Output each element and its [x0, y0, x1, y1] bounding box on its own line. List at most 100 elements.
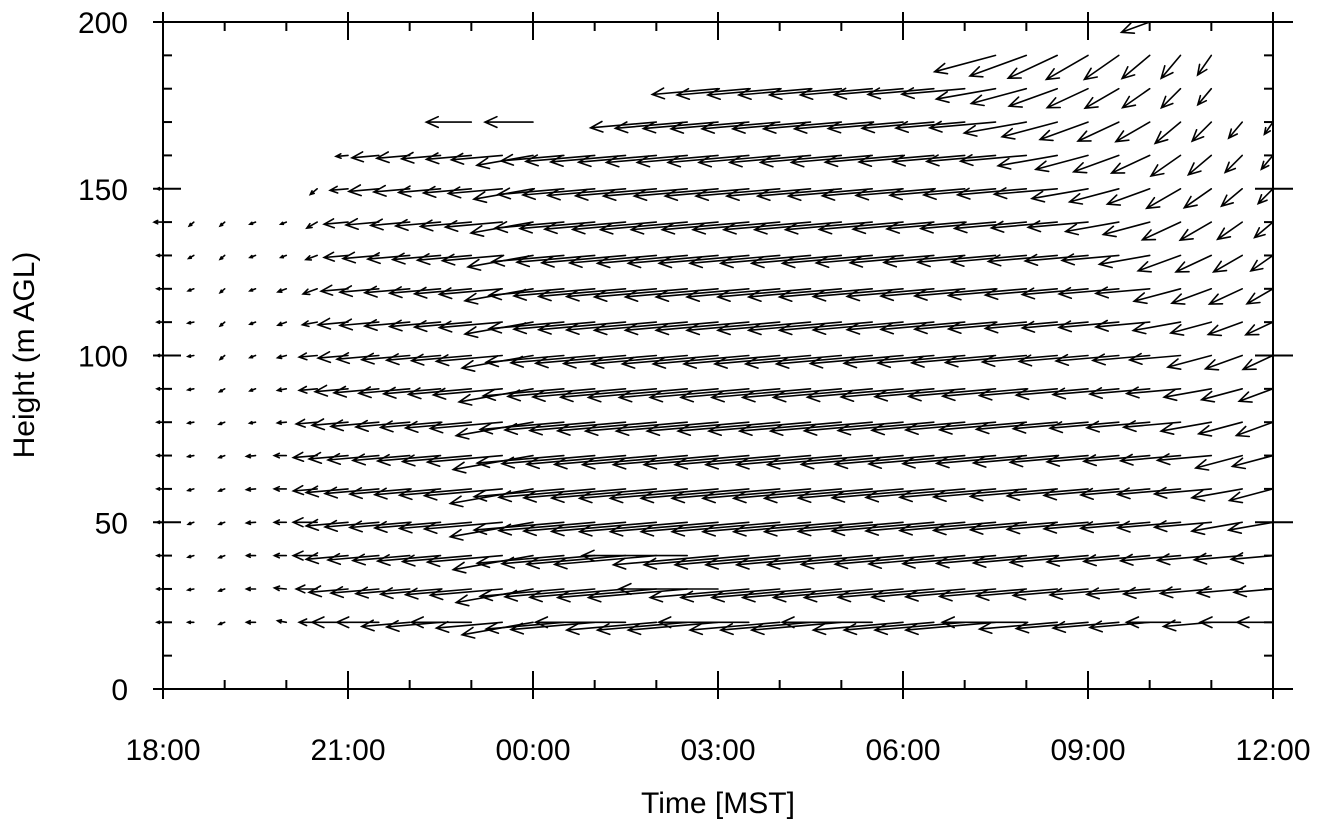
wind-vector — [545, 188, 627, 201]
x-tick-label: 06:00 — [865, 734, 940, 767]
wind-vector — [564, 321, 658, 335]
wind-vector — [1152, 520, 1213, 533]
wind-vector — [796, 488, 904, 504]
wind-vector — [536, 321, 627, 335]
wind-vector — [344, 217, 380, 230]
wind-vector — [670, 521, 781, 537]
wind-vector — [811, 288, 904, 302]
wind-vector — [186, 488, 195, 492]
wind-vector — [1193, 454, 1243, 471]
wind-vector — [1023, 253, 1089, 266]
wind-vector — [186, 554, 195, 559]
wind-vector — [1207, 288, 1243, 305]
wind-vector — [372, 520, 442, 533]
wind-vector — [635, 154, 719, 168]
wind-vector — [548, 154, 627, 167]
x-tick-label: 18:00 — [125, 734, 200, 767]
wind-vector — [362, 285, 411, 298]
wind-vector — [586, 588, 688, 603]
wind-vector — [1121, 420, 1182, 433]
wind-vector — [1260, 154, 1274, 171]
wind-vector — [217, 554, 226, 559]
wind-vector — [903, 588, 997, 602]
wind-vector — [762, 488, 873, 504]
wind-vector — [989, 220, 1058, 233]
wind-vector — [539, 254, 627, 268]
wind-vector — [734, 454, 843, 470]
wind-vector — [737, 421, 843, 437]
wind-vector — [217, 521, 226, 526]
wind-vector — [1227, 488, 1274, 504]
wind-vector — [694, 188, 781, 202]
wind-vector — [276, 288, 288, 293]
wind-vector — [576, 154, 658, 168]
wind-vector — [620, 354, 719, 369]
wind-vector — [387, 286, 442, 299]
wind-vector — [1020, 287, 1089, 300]
wind-vector — [1144, 188, 1182, 210]
wind-vector — [903, 421, 997, 436]
wind-vector — [648, 388, 750, 403]
wind-vector — [244, 486, 257, 492]
wind-vector — [709, 388, 812, 403]
wind-vector — [931, 521, 1028, 536]
wind-vector — [700, 521, 812, 537]
wind-vector — [483, 115, 534, 129]
wind-vector — [353, 586, 411, 599]
wind-vector — [1120, 87, 1151, 109]
wind-vector — [497, 488, 596, 503]
wind-vector — [799, 554, 904, 570]
wind-vector — [934, 454, 1028, 469]
wind-vector — [777, 288, 873, 302]
wind-vector — [478, 421, 565, 435]
wind-vector — [583, 421, 688, 437]
wind-vector — [1118, 553, 1182, 566]
wind-vector — [275, 387, 288, 393]
wind-vector — [185, 320, 195, 325]
wind-vector — [817, 221, 904, 235]
wind-vector — [1076, 121, 1120, 142]
wind-vector — [185, 420, 195, 425]
wind-vector — [864, 521, 966, 536]
wind-vector — [648, 588, 750, 603]
wind-vector — [1196, 421, 1243, 437]
wind-vector — [888, 188, 966, 201]
wind-vector — [217, 454, 226, 459]
wind-vector — [185, 620, 195, 625]
wind-vector — [275, 354, 288, 360]
wind-vector — [297, 352, 318, 361]
wind-vector — [802, 588, 904, 603]
wind-vector — [709, 588, 812, 603]
wind-vector — [244, 619, 257, 625]
wind-vector — [1084, 587, 1151, 600]
x-axis-title: Time [MST] — [641, 787, 795, 820]
wind-vector — [1048, 421, 1120, 434]
wind-vector — [1044, 54, 1089, 81]
x-tick-label: 03:00 — [680, 734, 755, 767]
wind-vector — [218, 354, 226, 361]
wind-vector — [443, 220, 503, 233]
y-tick-label: 50 — [95, 507, 128, 540]
wind-vector — [310, 418, 349, 431]
wind-vector — [1223, 154, 1243, 174]
wind-vector — [1178, 221, 1213, 242]
wind-vector — [552, 554, 658, 570]
wind-vector — [703, 454, 812, 470]
wind-vector — [527, 421, 627, 436]
wind-vector — [1008, 454, 1089, 468]
wind-vector — [272, 452, 288, 459]
vector-field — [152, 21, 1274, 639]
wind-vector — [870, 421, 966, 436]
wind-vector — [715, 321, 812, 336]
wind-vector — [1114, 121, 1151, 143]
wind-vector — [512, 288, 596, 301]
wind-vector — [328, 185, 349, 194]
wind-vector — [626, 621, 719, 636]
wind-vector — [478, 588, 565, 602]
wind-vector — [697, 154, 781, 168]
wind-vector — [802, 421, 904, 436]
wind-vector — [1192, 552, 1243, 565]
wind-vector — [536, 288, 627, 302]
wind-vector — [549, 521, 658, 537]
wind-vector — [185, 354, 195, 358]
